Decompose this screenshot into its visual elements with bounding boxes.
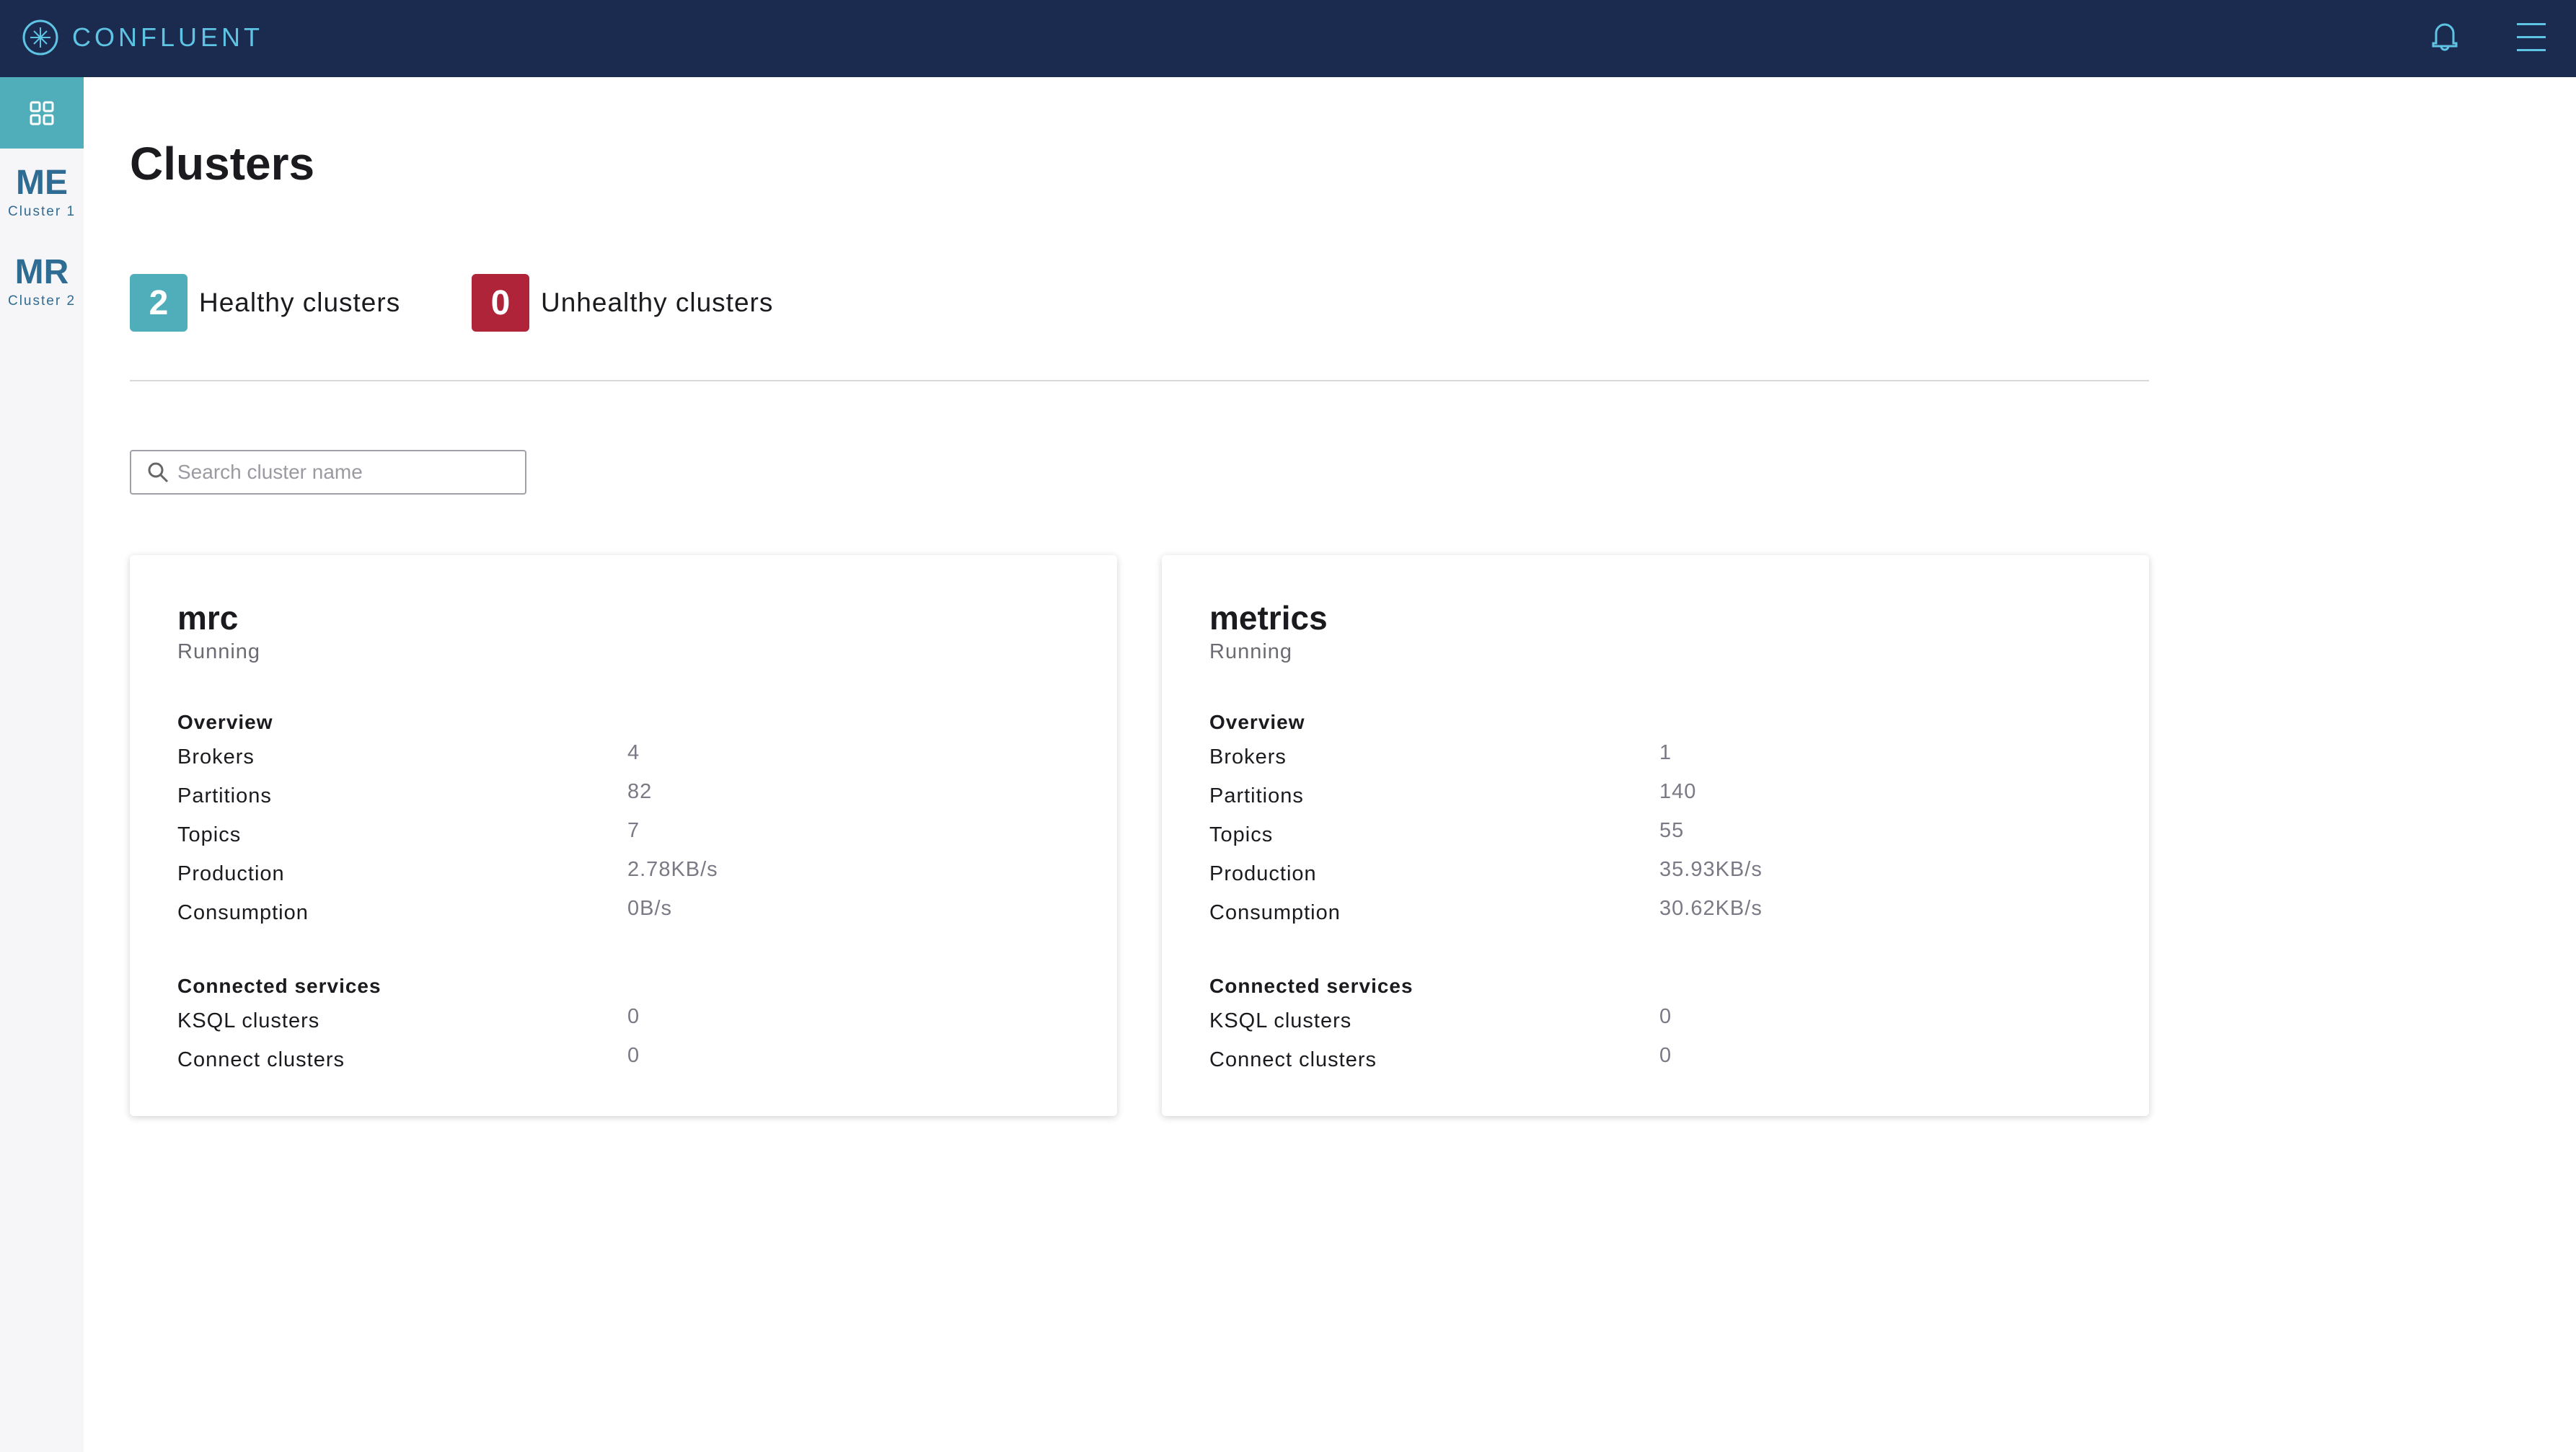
production-label: Production bbox=[1209, 862, 1317, 885]
cluster-card-metrics[interactable]: metrics Running Overview Brokers 1 Parti… bbox=[1162, 555, 2149, 1116]
confluent-logo[interactable]: CONFLUENT bbox=[22, 19, 263, 56]
search-input[interactable] bbox=[177, 461, 509, 484]
healthy-label: Healthy clusters bbox=[199, 288, 401, 317]
sidebar-item-cluster-1[interactable]: ME Cluster 1 bbox=[0, 163, 84, 221]
grid-icon bbox=[30, 101, 54, 125]
cluster-status: Running bbox=[177, 640, 261, 663]
unhealthy-clusters-summary[interactable]: 0 Unhealthy clusters bbox=[472, 274, 773, 332]
bell-icon[interactable] bbox=[2430, 23, 2459, 53]
brand-name: CONFLUENT bbox=[72, 22, 264, 52]
topics-label: Topics bbox=[177, 823, 242, 846]
page-title: Clusters bbox=[130, 138, 315, 190]
confluent-logo-icon bbox=[22, 19, 58, 56]
partitions-label: Partitions bbox=[1209, 784, 1304, 807]
consumption-value: 0B/s bbox=[627, 897, 673, 920]
topics-value: 7 bbox=[627, 819, 640, 842]
connect-value: 0 bbox=[1659, 1044, 1672, 1067]
partitions-label: Partitions bbox=[177, 784, 272, 807]
healthy-clusters-summary[interactable]: 2 Healthy clusters bbox=[130, 274, 400, 332]
topics-value: 55 bbox=[1659, 819, 1685, 842]
cluster-label: Cluster 1 bbox=[7, 204, 76, 219]
cluster-name[interactable]: metrics bbox=[1209, 599, 1328, 637]
overview-heading: Overview bbox=[1209, 711, 1305, 733]
connected-services-heading: Connected services bbox=[1209, 975, 1413, 997]
sidebar-home[interactable] bbox=[0, 77, 84, 149]
ksql-label: KSQL clusters bbox=[1209, 1009, 1352, 1032]
cluster-abbr: ME bbox=[16, 164, 68, 202]
sidebar-item-cluster-2[interactable]: MR Cluster 2 bbox=[0, 252, 84, 310]
cluster-status: Running bbox=[1209, 640, 1293, 663]
connect-value: 0 bbox=[627, 1044, 640, 1067]
sidebar: ME Cluster 1 MR Cluster 2 bbox=[0, 77, 84, 1452]
ksql-value: 0 bbox=[627, 1005, 640, 1028]
partitions-value: 82 bbox=[627, 780, 653, 803]
hamburger-menu-icon[interactable] bbox=[2517, 22, 2546, 52]
divider bbox=[130, 380, 2149, 381]
brokers-label: Brokers bbox=[177, 745, 255, 769]
connected-services-heading: Connected services bbox=[177, 975, 381, 997]
cluster-name[interactable]: mrc bbox=[177, 599, 239, 637]
consumption-label: Consumption bbox=[1209, 901, 1341, 924]
ksql-value: 0 bbox=[1659, 1005, 1672, 1028]
cluster-abbr: MR bbox=[14, 253, 69, 291]
unhealthy-count-badge: 0 bbox=[472, 274, 529, 332]
search-box[interactable] bbox=[130, 450, 526, 495]
healthy-count-badge: 2 bbox=[130, 274, 188, 332]
unhealthy-label: Unhealthy clusters bbox=[541, 288, 774, 317]
search-icon bbox=[148, 462, 169, 483]
brokers-value: 4 bbox=[627, 741, 640, 764]
brokers-label: Brokers bbox=[1209, 745, 1287, 769]
production-value: 2.78KB/s bbox=[627, 858, 718, 881]
consumption-label: Consumption bbox=[177, 901, 309, 924]
topics-label: Topics bbox=[1209, 823, 1274, 846]
cluster-label: Cluster 2 bbox=[7, 293, 76, 309]
production-label: Production bbox=[177, 862, 285, 885]
consumption-value: 30.62KB/s bbox=[1659, 897, 1763, 920]
cluster-card-mrc[interactable]: mrc Running Overview Brokers 4 Partition… bbox=[130, 555, 1117, 1116]
partitions-value: 140 bbox=[1659, 780, 1697, 803]
ksql-label: KSQL clusters bbox=[177, 1009, 320, 1032]
connect-label: Connect clusters bbox=[1209, 1048, 1377, 1071]
production-value: 35.93KB/s bbox=[1659, 858, 1763, 881]
brokers-value: 1 bbox=[1659, 741, 1672, 764]
top-header: CONFLUENT bbox=[0, 0, 2576, 77]
overview-heading: Overview bbox=[177, 711, 273, 733]
connect-label: Connect clusters bbox=[177, 1048, 345, 1071]
